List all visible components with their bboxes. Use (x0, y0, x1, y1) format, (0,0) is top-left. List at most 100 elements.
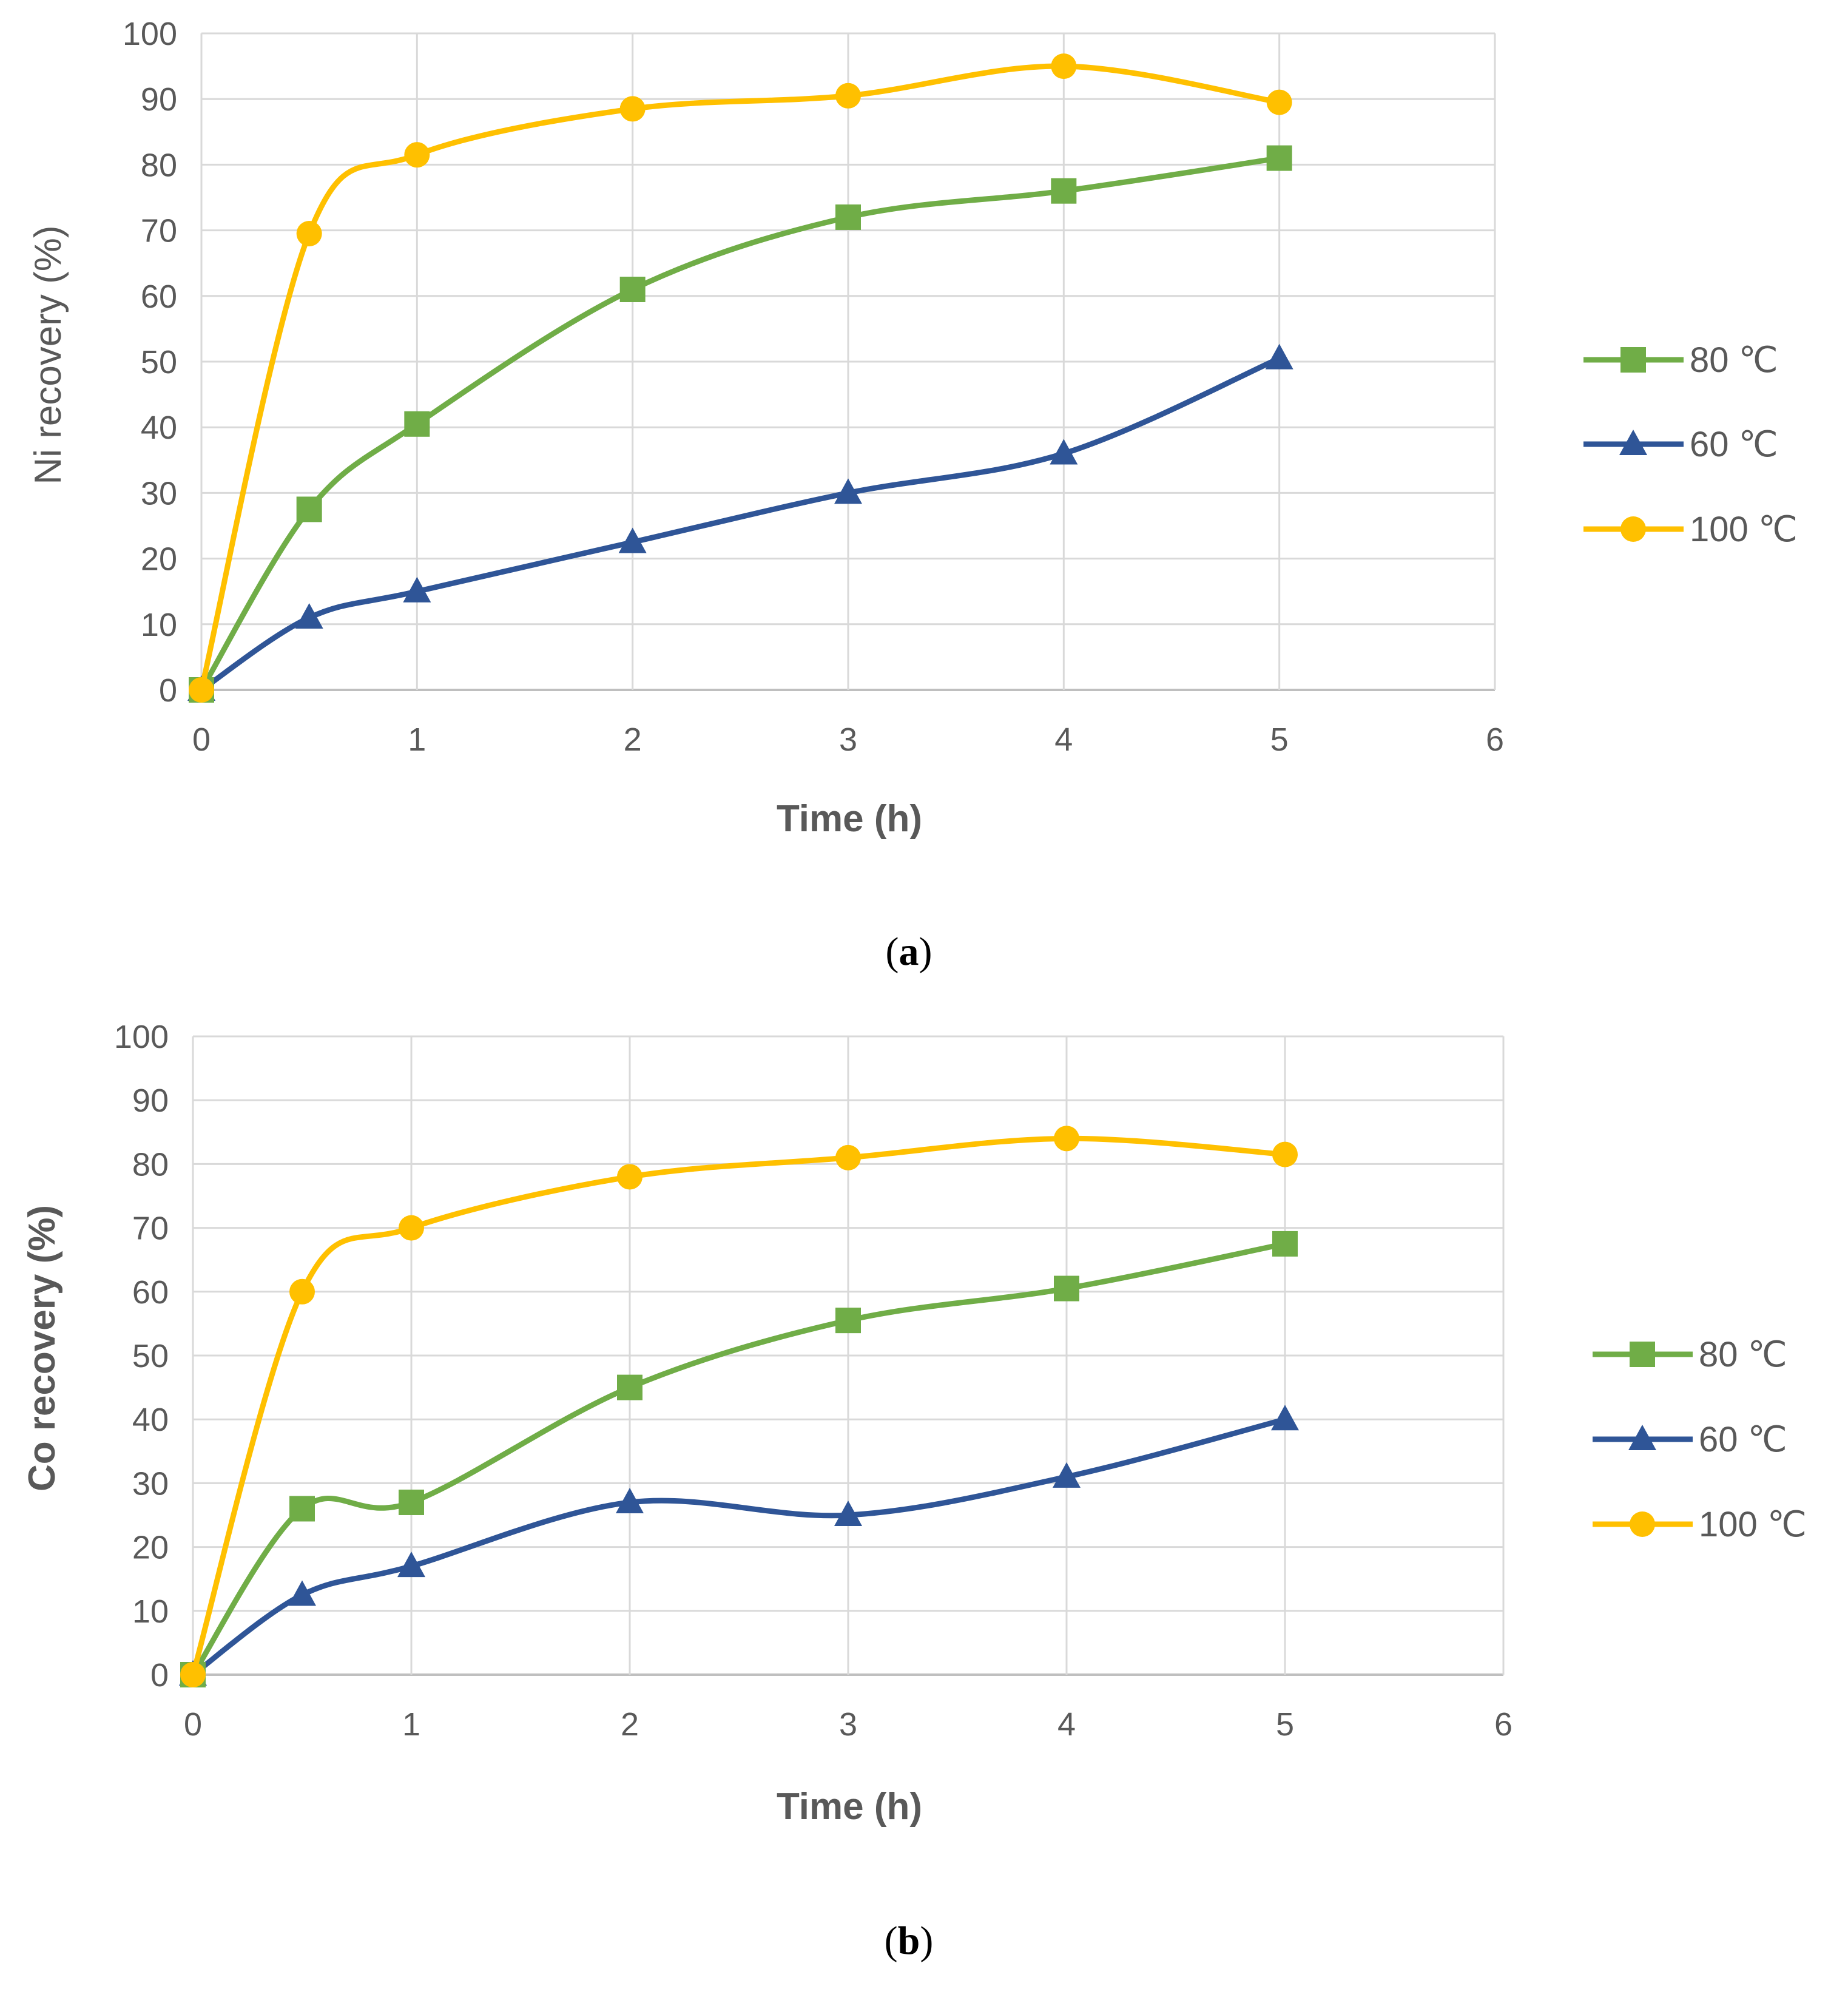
y-axis-title-b: Co recovery (%) (21, 1205, 63, 1491)
data-point-100 (617, 1164, 642, 1190)
x-tick-label: 6 (1486, 721, 1504, 758)
data-point-80 (1272, 1231, 1298, 1257)
x-tick-label: 1 (408, 721, 426, 758)
legend-marker (1620, 516, 1646, 542)
y-ticks-a: 0 10 20 30 40 50 60 70 80 90 100 (123, 16, 177, 709)
y-tick-label: 40 (132, 1402, 169, 1438)
x-tick-label: 6 (1494, 1706, 1512, 1743)
data-point-100 (289, 1278, 315, 1305)
x-tick-label: 5 (1270, 721, 1289, 758)
data-point-60 (616, 1487, 644, 1513)
data-point-80 (619, 276, 646, 302)
data-point-60 (1050, 439, 1078, 465)
y-tick-label: 30 (141, 475, 177, 512)
series-b (179, 1126, 1299, 1687)
y-axis-title-a: Ni recovery (%) (27, 225, 69, 484)
data-point-100 (1054, 1126, 1079, 1152)
data-point-100 (189, 677, 214, 703)
x-tick-label: 0 (192, 721, 211, 758)
y-tick-label: 50 (132, 1338, 169, 1374)
data-point-100 (619, 96, 646, 122)
y-tick-label: 0 (150, 1657, 169, 1694)
data-point-100 (835, 1144, 861, 1170)
data-point-60 (618, 527, 647, 553)
data-point-60 (834, 1501, 862, 1526)
data-point-80 (289, 1496, 315, 1522)
x-tick-label: 3 (839, 1706, 857, 1743)
legend-item-60: 60 ℃ (1583, 425, 1778, 464)
data-point-80 (1266, 145, 1292, 171)
caption-a: (a) (886, 930, 932, 974)
legend-item-80: 80 ℃ (1593, 1335, 1787, 1374)
y-tick-label: 60 (132, 1274, 169, 1311)
y-tick-label: 100 (114, 1019, 169, 1055)
legend-label: 60 ℃ (1699, 1420, 1787, 1459)
x-ticks-b: 0 1 2 3 4 5 6 (184, 1706, 1512, 1743)
data-point-60 (288, 1580, 316, 1606)
x-ticks-a: 0 1 2 3 4 5 6 (192, 721, 1504, 758)
y-tick-label: 20 (141, 541, 177, 578)
data-point-100 (404, 142, 430, 168)
caption-letter-b: b (898, 1919, 920, 1963)
y-tick-label: 20 (132, 1530, 169, 1566)
y-tick-label: 100 (123, 16, 177, 52)
data-point-60 (834, 478, 862, 504)
data-point-100 (1266, 89, 1292, 115)
data-point-60 (403, 576, 431, 603)
y-tick-label: 10 (132, 1593, 169, 1630)
data-point-60 (1265, 343, 1293, 370)
data-point-100 (399, 1215, 424, 1241)
x-tick-label: 3 (839, 721, 857, 758)
data-point-80 (1054, 1275, 1079, 1302)
data-point-60 (1053, 1462, 1081, 1488)
y-tick-label: 70 (132, 1211, 169, 1247)
y-tick-label: 40 (141, 410, 177, 446)
data-point-100 (180, 1662, 206, 1687)
y-tick-label: 90 (141, 81, 177, 118)
y-tick-label: 0 (159, 672, 177, 709)
data-point-60 (295, 603, 323, 629)
legend-marker (1630, 1342, 1655, 1367)
data-point-100 (296, 221, 322, 247)
x-tick-label: 1 (402, 1706, 420, 1743)
legend-label: 100 ℃ (1690, 510, 1798, 549)
legend-marker (1620, 347, 1646, 373)
data-point-80 (835, 204, 861, 230)
y-tick-label: 30 (132, 1465, 169, 1502)
data-point-80 (399, 1489, 424, 1515)
x-tick-label: 2 (624, 721, 642, 758)
x-tick-label: 2 (621, 1706, 639, 1743)
legend-marker (1619, 430, 1647, 455)
data-point-100 (1051, 53, 1077, 79)
legend-label: 80 ℃ (1690, 340, 1778, 380)
legend-label: 80 ℃ (1699, 1335, 1787, 1374)
data-point-80 (296, 496, 322, 522)
data-point-100 (1272, 1141, 1298, 1167)
legend-marker (1628, 1425, 1656, 1450)
series-line-60 (190, 1416, 1288, 1678)
caption-letter-a: a (899, 930, 919, 974)
legend-marker (1630, 1511, 1655, 1537)
x-tick-label: 0 (184, 1706, 202, 1743)
legend-label: 100 ℃ (1699, 1505, 1807, 1544)
x-tick-label: 5 (1276, 1706, 1294, 1743)
x-axis-title-a: Time (h) (777, 798, 922, 840)
data-point-60 (1271, 1405, 1299, 1431)
y-ticks-b: 0 10 20 30 40 50 60 70 80 90 100 (114, 1019, 169, 1694)
data-point-80 (1051, 178, 1077, 204)
x-tick-label: 4 (1054, 721, 1073, 758)
legend-item-60: 60 ℃ (1593, 1420, 1787, 1459)
y-tick-label: 70 (141, 213, 177, 249)
x-tick-label: 4 (1057, 1706, 1076, 1743)
legend-item-100: 100 ℃ (1583, 510, 1798, 549)
y-tick-label: 90 (132, 1082, 169, 1119)
y-tick-label: 50 (141, 344, 177, 380)
grid-a (200, 32, 1496, 691)
data-point-80 (404, 411, 430, 437)
series-a (187, 53, 1293, 703)
y-tick-label: 80 (132, 1146, 169, 1183)
